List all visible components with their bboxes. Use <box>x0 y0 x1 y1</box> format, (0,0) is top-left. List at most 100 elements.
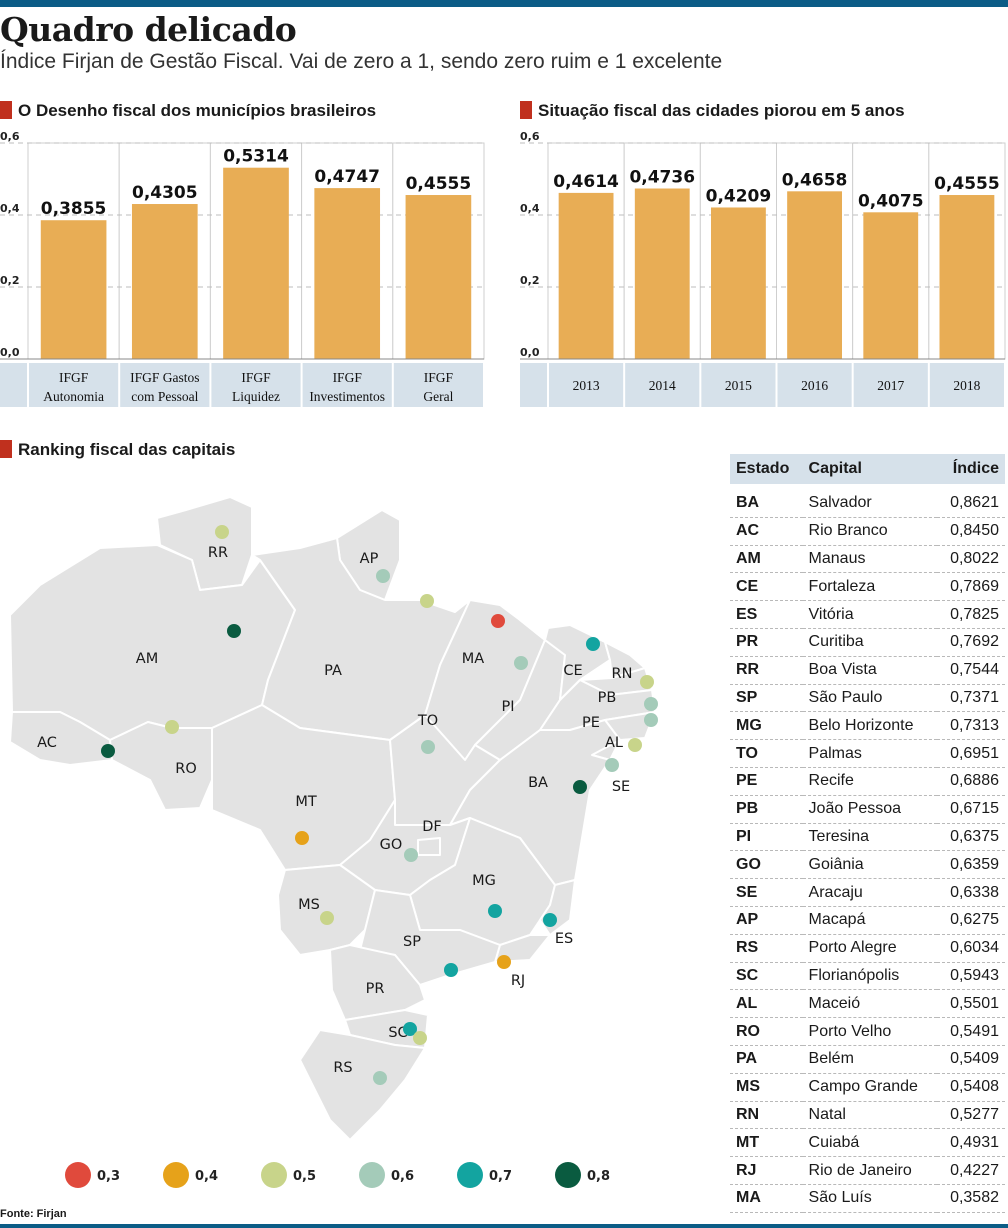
capital-cell: Natal <box>802 1101 938 1130</box>
chart2-value-label: 0,4555 <box>934 174 1000 194</box>
estado-cell: AL <box>730 989 803 1019</box>
chart1-category-label: Geral <box>423 389 453 404</box>
chart1-category-label: IFGF <box>333 370 363 385</box>
ranking-row: RS Porto Alegre 0,6034 <box>730 934 1005 963</box>
chart1-ytick-label: 0,2 <box>0 274 20 287</box>
legend-label: 0,5 <box>293 1169 316 1184</box>
capital-dot-ce <box>586 637 600 651</box>
state-label-rs: RS <box>333 1060 352 1076</box>
ranking-row: PE Recife 0,6886 <box>730 767 1005 796</box>
legend-swatch <box>261 1162 287 1188</box>
capital-cell: Recife <box>802 767 938 796</box>
chart1-value-label: 0,5314 <box>223 147 289 167</box>
chart1-group: 0,0 0,2 0,4 0,6 0,3855 IFGF Autonomia 0,4305 IFG… <box>0 130 485 407</box>
state-label-ac: AC <box>37 735 57 751</box>
chart1-category-label: IFGF <box>424 370 454 385</box>
ranking-header-row: Estado Capital Índice <box>730 454 1005 484</box>
map-legend: 0,3 0,4 0,5 0,6 0,7 0,8 <box>65 1162 610 1188</box>
chart2-category-label: 2018 <box>953 378 980 393</box>
indice-cell: 0,6886 <box>937 767 1005 796</box>
chart2-heading-text: Situação fiscal das cidades piorou em 5 … <box>538 101 905 120</box>
state-label-pi: PI <box>501 699 514 715</box>
capital-dot-go <box>404 848 418 862</box>
chart2-ytick-label: 0,4 <box>520 202 540 215</box>
chart1-ytick-label: 0,4 <box>0 202 20 215</box>
ranking-row: RR Boa Vista 0,7544 <box>730 656 1005 685</box>
chart2-ytick-label: 0,6 <box>520 130 540 143</box>
chart2-ytick-label: 0,2 <box>520 274 540 287</box>
indice-cell: 0,5501 <box>937 989 1005 1019</box>
col-header-capital: Capital <box>802 454 938 484</box>
capital-dot-ap <box>376 569 390 583</box>
estado-cell: AC <box>730 517 803 546</box>
ranking-row: RJ Rio de Janeiro 0,4227 <box>730 1156 1005 1185</box>
chart1-category-label: IFGF <box>59 370 89 385</box>
indice-cell: 0,7371 <box>937 684 1005 713</box>
capital-cell: Maceió <box>802 989 938 1019</box>
map-capital-dots <box>101 525 658 1085</box>
chart2-value-label: 0,4614 <box>553 172 619 192</box>
state-label-pb: PB <box>598 690 617 706</box>
indice-cell: 0,7692 <box>937 628 1005 657</box>
capital-cell: Vitória <box>802 600 938 629</box>
page-subtitle: Índice Firjan de Gestão Fiscal. Vai de z… <box>0 50 723 73</box>
capital-cell: Teresina <box>802 823 938 852</box>
capital-cell: Fortaleza <box>802 572 938 602</box>
col-header-estado: Estado <box>730 454 803 484</box>
state-label-rn: RN <box>612 666 633 682</box>
ranking-row: MT Cuiabá 0,4931 <box>730 1128 1005 1158</box>
map-state-labels: RR AP AM PA MA CE RN PB PE AL SE PI TO BA AC RO MT DF GO MG… <box>37 545 632 1076</box>
capital-dot-ro <box>165 720 179 734</box>
brazil-map: RR AP AM PA MA CE RN PB PE AL SE PI TO BA AC RO MT DF GO MG… <box>9 496 658 1188</box>
indice-cell: 0,6034 <box>937 934 1005 963</box>
source-note: Fonte: Firjan <box>0 1208 67 1220</box>
chart1-bar <box>223 167 289 359</box>
capital-cell: Palmas <box>802 739 938 768</box>
chart1-bar <box>131 204 198 359</box>
indice-cell: 0,7313 <box>937 711 1005 741</box>
ranking-row: SP São Paulo 0,7371 <box>730 684 1005 713</box>
capital-cell: Florianópolis <box>802 962 938 991</box>
legend-swatch <box>457 1162 483 1188</box>
state-label-rr: RR <box>208 545 228 561</box>
state-label-ap: AP <box>360 551 379 567</box>
ranking-row: RO Porto Velho 0,5491 <box>730 1017 1005 1046</box>
ranking-row: MG Belo Horizonte 0,7313 <box>730 711 1005 741</box>
indice-cell: 0,5277 <box>937 1101 1005 1130</box>
chart1-heading-text: O Desenho fiscal dos municípios brasilei… <box>18 101 377 120</box>
state-label-ce: CE <box>563 663 582 679</box>
ranking-row: TO Palmas 0,6951 <box>730 739 1005 768</box>
estado-cell: CE <box>730 572 803 602</box>
legend-label: 0,8 <box>587 1169 610 1184</box>
chart2-value-label: 0,4209 <box>706 186 772 206</box>
chart2-ytick-label: 0,0 <box>520 346 540 359</box>
chart2-value-label: 0,4736 <box>629 168 695 188</box>
chart2-value-label: 0,4658 <box>782 170 848 190</box>
state-shape-pr <box>329 944 426 1021</box>
capital-dot-am <box>227 624 241 638</box>
state-label-ro: RO <box>175 761 197 777</box>
ranking-row: PB João Pessoa 0,6715 <box>730 795 1005 824</box>
capital-cell: João Pessoa <box>802 795 938 824</box>
chart1-value-label: 0,4305 <box>132 183 198 203</box>
indice-cell: 0,6338 <box>937 878 1005 907</box>
chart2-bar <box>710 207 766 359</box>
state-label-ma: MA <box>462 651 485 667</box>
capital-dot-pb <box>644 697 658 711</box>
chart1-ytick-label: 0,6 <box>0 130 20 143</box>
indice-cell: 0,7544 <box>937 656 1005 685</box>
capital-dot-pr <box>403 1022 417 1036</box>
legend-swatch <box>163 1162 189 1188</box>
chart1-category-label: Liquidez <box>232 389 280 404</box>
capital-cell: Aracaju <box>802 878 938 907</box>
ranking-row: MA São Luís 0,3582 <box>730 1184 1005 1213</box>
estado-cell: BA <box>730 490 803 518</box>
capital-dot-al <box>628 738 642 752</box>
capital-cell: Macapá <box>802 906 938 935</box>
estado-cell: MA <box>730 1184 803 1213</box>
chart1-value-label: 0,3855 <box>41 199 107 219</box>
indice-cell: 0,3582 <box>937 1184 1005 1213</box>
state-label-al: AL <box>605 735 623 751</box>
ranking-row: PR Curitiba 0,7692 <box>730 628 1005 657</box>
capital-cell: São Luís <box>802 1184 938 1213</box>
